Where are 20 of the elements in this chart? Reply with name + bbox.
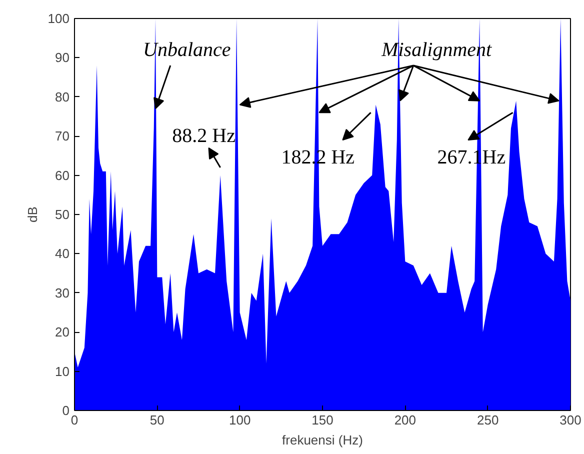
y-tick-label: 0 [62, 403, 70, 418]
x-tick-label: 200 [394, 412, 416, 428]
x-tick-label: 300 [560, 412, 582, 428]
y-tick-label: 20 [55, 324, 70, 340]
y-tick-label: 60 [55, 168, 70, 183]
y-tick-label: 80 [55, 89, 70, 104]
y-tick-label: 90 [55, 50, 70, 66]
y-tick-label: 70 [55, 128, 70, 144]
x-axis-title: frekuensi (Hz) [282, 432, 363, 448]
y-tick-label: 50 [55, 207, 70, 222]
y-axis-title: dB [24, 206, 40, 222]
x-tick-label: 250 [476, 412, 499, 428]
y-tick-label: 100 [48, 11, 70, 26]
x-tick-label: 150 [312, 412, 334, 428]
y-tick-label: 30 [55, 285, 70, 300]
x-tick-label: 100 [228, 412, 251, 428]
y-tick-label: 10 [55, 364, 70, 379]
annotation: 88.2 Hz [172, 125, 236, 148]
x-tick-label: 50 [150, 412, 164, 428]
y-tick-label: 40 [55, 246, 70, 262]
